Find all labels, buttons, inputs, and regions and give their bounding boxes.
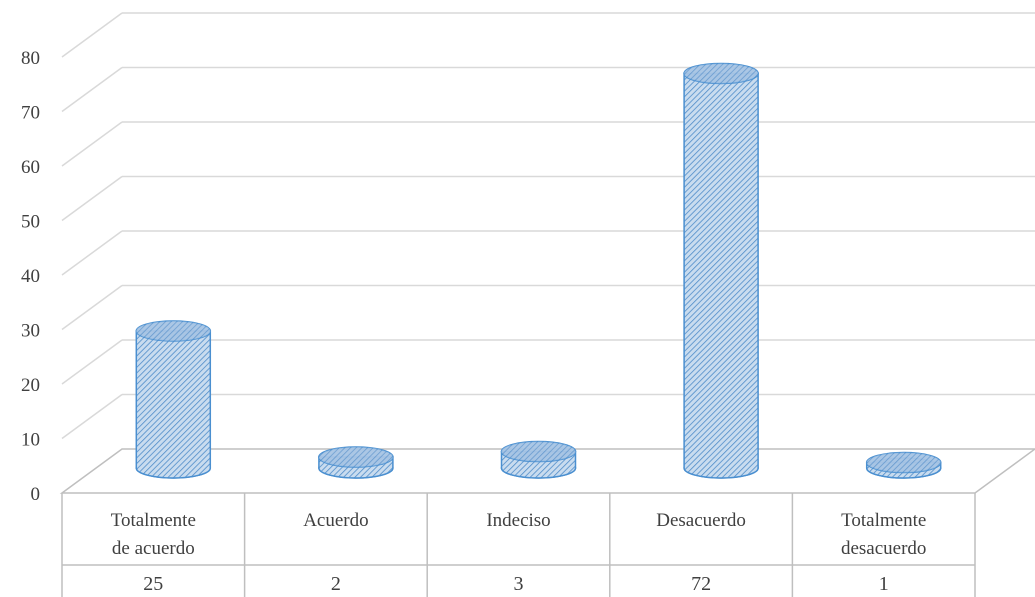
gridline-wall [61, 393, 123, 440]
bar-4 [683, 62, 759, 479]
value-label: 72 [691, 573, 711, 595]
value-label: 25 [143, 573, 163, 595]
y-tick-label: 40 [21, 266, 40, 287]
gridline-wall [61, 339, 123, 385]
data-table: Totalmente de acuerdo 25 Acuerdo 2 Indeciso 3 D… [61, 493, 976, 597]
gridline-wall [61, 121, 123, 167]
y-tick-label: 80 [21, 48, 40, 69]
gridlines [61, 12, 1035, 440]
value-label: 3 [514, 573, 524, 595]
y-tick-label: 50 [21, 212, 40, 233]
y-tick-label: 0 [31, 484, 41, 505]
y-tick-label: 30 [21, 321, 40, 342]
bar-1 [135, 320, 212, 479]
category-label: Totalmente de acuerdo [111, 510, 196, 559]
bars [135, 62, 942, 479]
gridline-wall [61, 230, 123, 276]
y-tick-label: 20 [21, 375, 40, 396]
category-label: Desacuerdo [656, 510, 746, 531]
bar-3 [500, 440, 577, 479]
gridline-wall [61, 284, 123, 331]
gridline-wall [61, 175, 123, 222]
value-label: 1 [879, 573, 889, 595]
y-tick-label: 10 [21, 430, 40, 451]
y-tick-label: 60 [21, 157, 40, 178]
bar-5 [865, 451, 942, 479]
y-tick-label: 70 [21, 103, 40, 124]
value-label: 2 [331, 573, 341, 595]
bar-2 [318, 446, 394, 479]
y-axis: 0 10 20 30 40 50 60 70 80 [21, 48, 40, 505]
gridline-wall [61, 66, 123, 113]
category-label: Indeciso [486, 510, 550, 531]
category-label: Acuerdo [303, 510, 368, 531]
gridline-wall [61, 12, 123, 58]
category-label: Totalmente desacuerdo [841, 510, 926, 559]
